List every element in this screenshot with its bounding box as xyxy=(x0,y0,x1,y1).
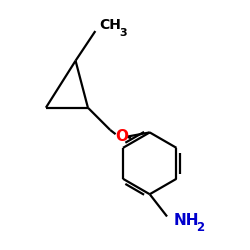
Text: O: O xyxy=(115,128,128,144)
Text: 3: 3 xyxy=(119,28,127,38)
Text: NH: NH xyxy=(173,213,199,228)
Text: CH: CH xyxy=(99,18,121,32)
Text: 2: 2 xyxy=(196,220,204,234)
